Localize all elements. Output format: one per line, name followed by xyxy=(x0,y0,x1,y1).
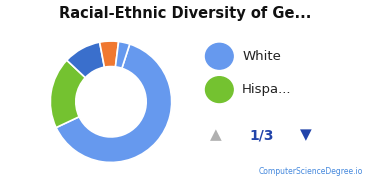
Circle shape xyxy=(205,43,233,69)
Text: Hispa...: Hispa... xyxy=(242,83,292,96)
Text: Racial-Ethnic Diversity of Ge...: Racial-Ethnic Diversity of Ge... xyxy=(59,6,311,21)
Text: White: White xyxy=(242,50,281,63)
Text: ComputerScienceDegree.io: ComputerScienceDegree.io xyxy=(258,167,363,176)
Wedge shape xyxy=(56,44,172,162)
Wedge shape xyxy=(100,41,119,67)
Circle shape xyxy=(205,77,233,102)
Wedge shape xyxy=(67,42,104,78)
Wedge shape xyxy=(50,60,85,128)
Text: ▼: ▼ xyxy=(300,128,312,143)
Text: 1/3: 1/3 xyxy=(249,128,274,142)
Wedge shape xyxy=(115,42,130,68)
Text: ▲: ▲ xyxy=(210,128,222,143)
Text: 63%: 63% xyxy=(110,100,134,110)
